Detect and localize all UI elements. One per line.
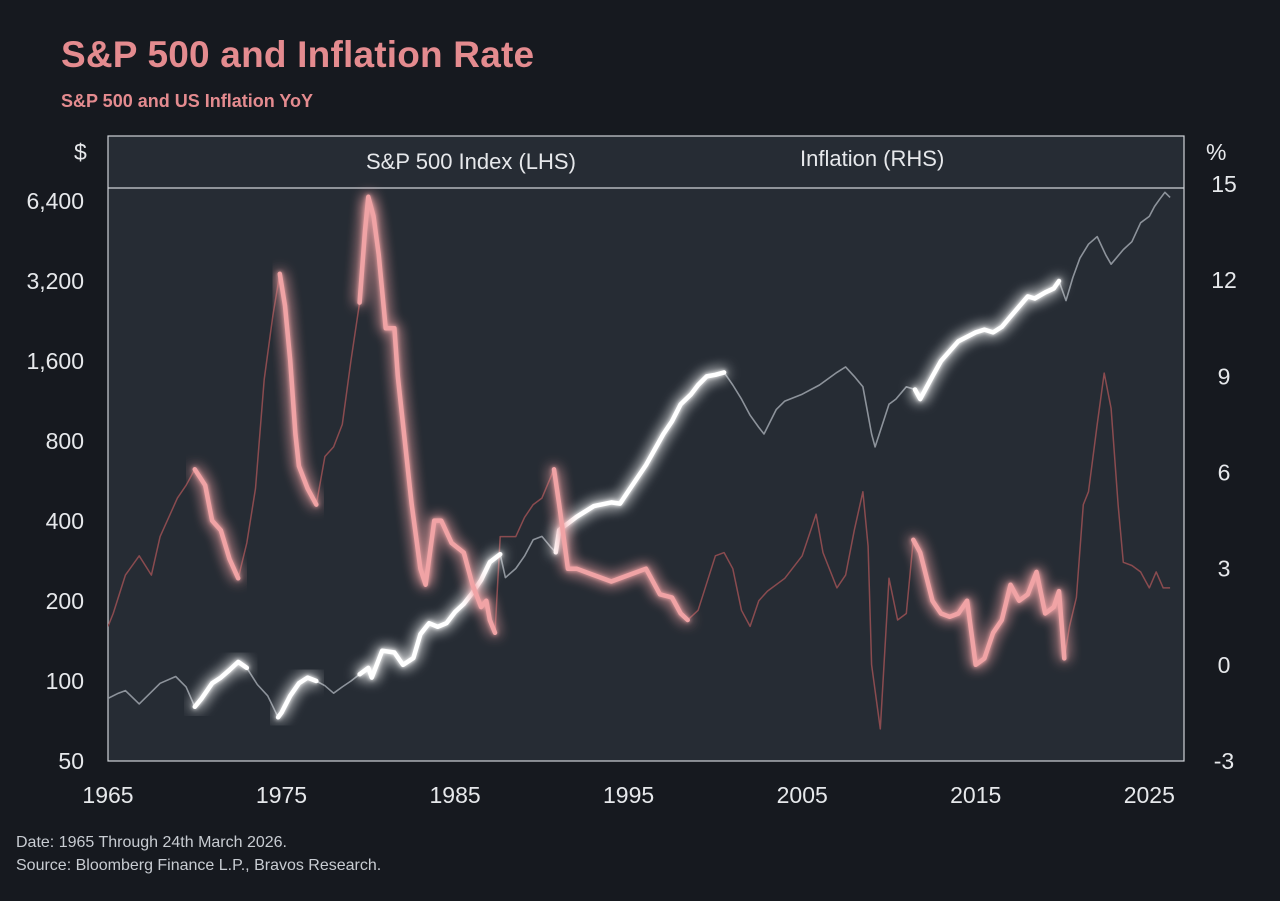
y-left-tick-label: 800 [46,428,84,454]
chart-title: S&P 500 and Inflation Rate [61,34,535,75]
y-right-tick-label: 3 [1218,556,1231,582]
y-right-tick-label: 15 [1211,171,1237,197]
legend-label-sp500[interactable]: S&P 500 Index (LHS) [366,149,576,174]
inflation-highlight-segment-2 [357,194,498,636]
y-right-tick-label: 6 [1218,460,1231,486]
y-left-tick-label: 50 [58,748,84,774]
plot-area [107,135,1185,762]
footnote-source: Source: Bloomberg Finance L.P., Bravos R… [16,857,382,874]
y-left-tick-label: 400 [46,508,84,534]
x-tick-label: 1965 [82,782,133,808]
sp500-highlight-segment-3 [553,370,727,555]
chart-subtitle: S&P 500 and US Inflation YoY [61,91,314,111]
y-left-tick-label: 1,600 [26,348,84,374]
inflation-highlight-segment-4 [911,537,1067,668]
x-tick-label: 1995 [603,782,654,808]
sp500-highlight-segment-1 [275,675,319,720]
x-tick-label: 2025 [1124,782,1175,808]
x-tick-label: 1985 [430,782,481,808]
inflation-highlight-segment-1 [277,271,319,507]
y-right-tick-label: -3 [1214,748,1234,774]
y-left-axis: 50 100 200 400 800 1,600 3,200 6,400 [26,188,84,774]
y-right-unit-label: % [1206,139,1226,165]
y-right-axis: -3 0 3 6 9 12 15 [1211,171,1237,774]
footnote-date: Date: 1965 Through 24th March 2026. [16,834,287,851]
y-left-tick-label: 100 [46,668,84,694]
chart-legend[interactable]: S&P 500 Index (LHS) Inflation (RHS) [328,146,944,174]
y-left-tick-label: 6,400 [26,188,84,214]
x-tick-label: 2005 [777,782,828,808]
sp500-highlight-segment-0 [192,659,250,710]
y-left-unit-label: $ [74,139,87,165]
sp500-highlight-segment-4 [912,278,1062,402]
y-right-tick-label: 12 [1211,267,1237,293]
y-left-tick-label: 3,200 [26,268,84,294]
x-tick-label: 1975 [256,782,307,808]
series-layer [108,191,1171,730]
y-left-tick-label: 200 [46,588,84,614]
x-axis: 1965 1975 1985 1995 2005 2015 2025 [82,782,1174,808]
x-tick-label: 2015 [950,782,1001,808]
inflation-highlight-segment-0 [192,467,241,581]
y-right-tick-label: 0 [1218,652,1231,678]
legend-label-inflation[interactable]: Inflation (RHS) [800,146,944,171]
inflation-highlight-segment-3 [551,467,690,623]
y-right-tick-label: 9 [1218,363,1231,389]
